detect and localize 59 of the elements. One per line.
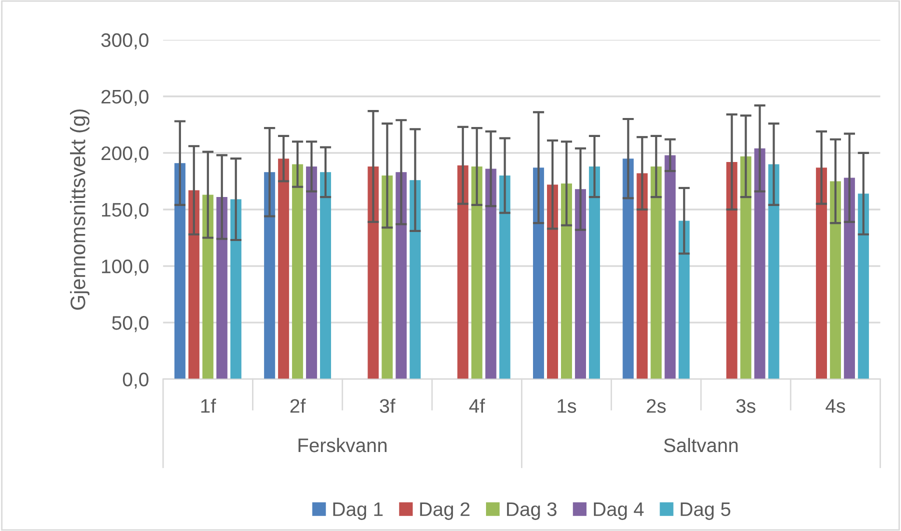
- bar: [547, 184, 558, 380]
- bar: [320, 172, 332, 380]
- y-tick-label: 50,0: [112, 316, 148, 332]
- bar: [396, 172, 407, 380]
- bar: [278, 158, 290, 380]
- text: Ferskvann: [298, 438, 387, 452]
- y-axis-title: Gjennomsnittsvekt (g): [70, 109, 90, 310]
- bar: [410, 180, 421, 380]
- x-tick-label: 4s: [826, 399, 846, 413]
- y-tick-label: 100,0: [102, 260, 148, 276]
- legend-label: Dag 5: [680, 502, 730, 520]
- bar: [382, 176, 393, 380]
- bar: [216, 197, 228, 380]
- legend-label: Dag 3: [507, 502, 556, 520]
- bar: [368, 166, 379, 380]
- bar: [188, 190, 200, 380]
- bar: [457, 165, 468, 380]
- x-tick-label: 4f: [469, 398, 485, 413]
- text: Saltvann: [664, 438, 738, 452]
- bar: [816, 168, 827, 380]
- bar: [230, 199, 242, 380]
- y-tick-label: 250,0: [102, 90, 148, 106]
- y-tick-label: 150,0: [102, 202, 148, 220]
- bar: [858, 194, 869, 380]
- bar: [844, 178, 855, 380]
- legend-label: Dag 2: [420, 502, 470, 520]
- bar: [650, 166, 662, 380]
- bar: [471, 166, 482, 380]
- bar: [830, 181, 841, 380]
- bar: [754, 148, 766, 380]
- x-tick-label: 2f: [290, 398, 306, 413]
- bar: [292, 164, 304, 380]
- bar: [202, 194, 214, 380]
- bar: [574, 189, 586, 380]
- bar: [740, 156, 752, 380]
- bar: [174, 163, 186, 380]
- x-tick-label: 3f: [380, 398, 396, 413]
- bar: [264, 172, 276, 380]
- bar: [306, 166, 318, 380]
- bar: [678, 220, 690, 380]
- bar: [726, 162, 738, 380]
- x-tick-label: 1f: [201, 398, 216, 413]
- x-tick-label: 1s: [558, 399, 576, 413]
- y-tick-label: 300,0: [101, 33, 148, 50]
- x-tick-label: 3s: [736, 399, 756, 413]
- bar: [485, 168, 496, 380]
- bar: [768, 164, 780, 380]
- legend-label: Dag 4: [594, 502, 644, 520]
- bar: [533, 168, 544, 380]
- bar: [622, 158, 634, 380]
- legend-label: Dag 1: [333, 502, 383, 520]
- y-tick-label: 200,0: [102, 146, 148, 162]
- bar: [636, 173, 648, 380]
- bar: [560, 183, 572, 380]
- bar: [499, 176, 510, 380]
- bar: [588, 166, 600, 380]
- bar: [664, 155, 676, 380]
- y-tick-label: 0,0: [122, 372, 148, 389]
- x-tick-label: 2s: [646, 399, 666, 413]
